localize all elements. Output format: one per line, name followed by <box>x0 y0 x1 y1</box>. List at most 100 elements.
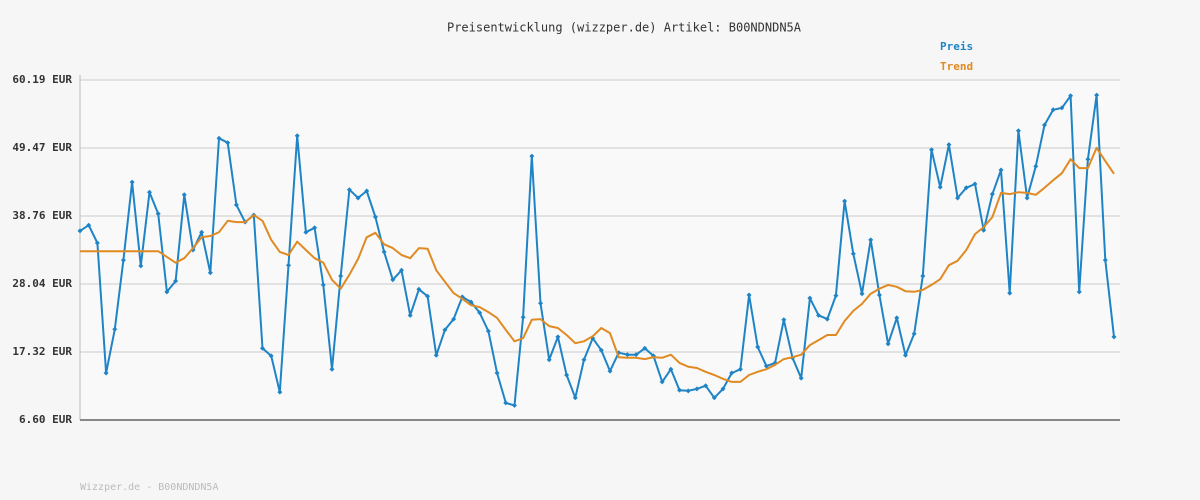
data-point <box>451 316 457 322</box>
data-point <box>381 249 387 255</box>
data-point <box>155 211 161 217</box>
data-point <box>902 352 908 358</box>
data-point <box>624 352 630 358</box>
y-tick-label: 17.32 EUR <box>12 345 72 358</box>
data-point <box>1111 334 1117 340</box>
data-point <box>338 273 344 279</box>
data-point <box>711 395 717 401</box>
data-point <box>86 222 92 228</box>
data-point <box>1015 128 1021 134</box>
data-point <box>346 187 352 193</box>
data-point <box>729 370 735 376</box>
data-point <box>920 273 926 279</box>
data-point <box>564 372 570 378</box>
data-point <box>77 228 83 234</box>
data-point <box>233 202 239 208</box>
data-point <box>1085 156 1091 162</box>
data-point <box>312 225 318 231</box>
data-point <box>494 370 500 376</box>
data-point <box>207 270 213 276</box>
data-point <box>181 192 187 198</box>
data-point <box>807 295 813 301</box>
data-point <box>442 327 448 333</box>
data-point <box>972 181 978 187</box>
legend-label: Trend <box>940 60 973 73</box>
data-point <box>1076 289 1082 295</box>
data-point <box>720 386 726 392</box>
data-point <box>268 353 274 359</box>
data-point <box>538 300 544 306</box>
data-point <box>1041 122 1047 128</box>
data-point <box>633 352 639 358</box>
data-point <box>816 312 822 318</box>
data-point <box>1024 195 1030 201</box>
data-point <box>1068 93 1074 99</box>
data-point <box>998 167 1004 173</box>
data-point <box>894 315 900 321</box>
data-point <box>407 312 413 318</box>
data-point <box>677 387 683 393</box>
data-point <box>546 357 552 363</box>
data-point <box>946 142 952 148</box>
data-point <box>120 257 126 263</box>
footer: Wizzper.de - B00NDNDN5A <box>80 482 218 493</box>
data-point <box>277 389 283 395</box>
data-point <box>398 267 404 273</box>
y-tick-label: 28.04 EUR <box>12 277 72 290</box>
data-point <box>511 402 517 408</box>
data-point <box>529 153 535 159</box>
data-point <box>199 229 205 235</box>
y-tick-label: 60.19 EUR <box>12 73 72 86</box>
data-point <box>103 370 109 376</box>
data-point <box>746 292 752 298</box>
data-point <box>607 368 613 374</box>
chart-title: Preisentwicklung (wizzper.de) Artikel: B… <box>447 21 802 35</box>
data-point <box>824 316 830 322</box>
data-point <box>781 317 787 323</box>
y-tick-label: 6.60 EUR <box>19 413 72 426</box>
data-point <box>138 263 144 269</box>
data-point <box>164 289 170 295</box>
data-point <box>112 326 118 332</box>
data-point <box>216 135 222 141</box>
data-point <box>94 240 100 246</box>
data-point <box>963 185 969 191</box>
data-point <box>286 262 292 268</box>
series-line <box>80 146 1115 383</box>
data-point <box>833 293 839 299</box>
data-point <box>885 341 891 347</box>
data-point <box>911 331 917 337</box>
data-point <box>1007 290 1013 296</box>
data-point <box>798 375 804 381</box>
data-point <box>842 198 848 204</box>
data-point <box>868 237 874 243</box>
data-point <box>581 357 587 363</box>
data-point <box>416 286 422 292</box>
data-point <box>659 379 665 385</box>
data-point <box>555 334 561 340</box>
data-point <box>737 366 743 372</box>
data-point <box>937 184 943 190</box>
data-point <box>694 386 700 392</box>
data-point <box>503 400 509 406</box>
plot-area <box>80 80 1120 420</box>
data-point <box>390 277 396 283</box>
y-tick-label: 38.76 EUR <box>12 209 72 222</box>
data-point <box>1094 92 1100 98</box>
data-point <box>259 345 265 351</box>
data-point <box>1102 257 1108 263</box>
data-point <box>225 140 231 146</box>
data-point <box>1033 163 1039 169</box>
data-point <box>425 293 431 299</box>
data-point <box>859 291 865 297</box>
data-point <box>329 366 335 372</box>
data-point <box>685 388 691 394</box>
data-point <box>147 189 153 195</box>
data-point <box>364 188 370 194</box>
data-point <box>372 214 378 220</box>
data-point <box>955 195 961 201</box>
data-point <box>1059 105 1065 111</box>
data-point <box>355 195 361 201</box>
